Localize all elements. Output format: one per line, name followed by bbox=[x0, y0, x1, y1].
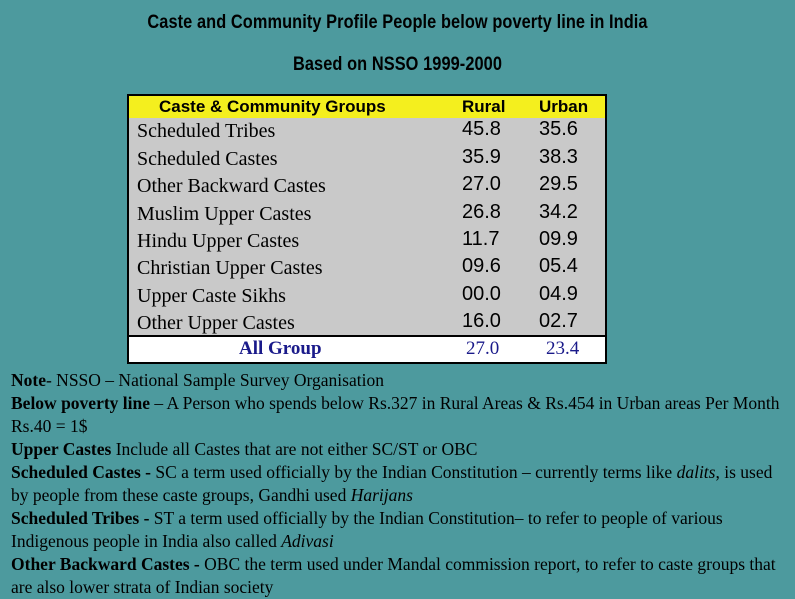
table-row: Other Backward Castes 27.0 29.5 bbox=[129, 173, 605, 200]
note-text: , is used by people from these caste gro… bbox=[11, 462, 773, 505]
table-row: Muslim Upper Castes 26.8 34.2 bbox=[129, 201, 605, 228]
note-text: – A Person who spends below Rs.327 in Ru… bbox=[11, 393, 780, 436]
row-urban: 09.9 bbox=[539, 228, 578, 250]
note-obc: Other Backward Castes - OBC the term use… bbox=[11, 553, 786, 599]
row-urban: 29.5 bbox=[539, 173, 578, 195]
note-text: OBC the term used under Mandal commissio… bbox=[11, 554, 776, 597]
table-row: Scheduled Tribes 45.8 35.6 bbox=[129, 118, 605, 145]
note-upper-castes: Upper Castes Include all Castes that are… bbox=[11, 438, 786, 461]
row-name: Scheduled Castes bbox=[137, 148, 278, 170]
table-row: Upper Caste Sikhs 00.0 04.9 bbox=[129, 283, 605, 310]
total-rural: 27.0 bbox=[466, 338, 500, 359]
header-rural: Rural bbox=[462, 97, 506, 116]
row-rural: 00.0 bbox=[462, 283, 501, 305]
row-urban: 05.4 bbox=[539, 255, 578, 277]
table-row: Other Upper Castes 16.0 02.7 bbox=[129, 310, 605, 337]
table-row: Christian Upper Castes 09.6 05.4 bbox=[129, 255, 605, 282]
table-row: Scheduled Castes 35.9 38.3 bbox=[129, 146, 605, 173]
row-name: Christian Upper Castes bbox=[137, 257, 323, 279]
note-italic: dalits bbox=[676, 462, 716, 482]
row-rural: 27.0 bbox=[462, 173, 501, 195]
note-italic: Adivasi bbox=[281, 531, 334, 551]
note-label: Below poverty line bbox=[11, 393, 151, 413]
row-name: Other Backward Castes bbox=[137, 175, 326, 197]
note-text: Include all Castes that are not either S… bbox=[111, 439, 478, 459]
row-rural: 26.8 bbox=[462, 201, 501, 223]
note-label: Other Backward Castes - bbox=[11, 554, 200, 574]
row-rural: 09.6 bbox=[462, 255, 501, 277]
row-urban: 35.6 bbox=[539, 118, 578, 140]
header-urban: Urban bbox=[539, 97, 589, 116]
row-name: Other Upper Castes bbox=[137, 312, 295, 334]
note-scheduled-castes: Scheduled Castes - SC a term used offici… bbox=[11, 461, 786, 507]
total-row: All Group 27.0 23.4 bbox=[129, 335, 605, 362]
table-header: Caste & Community Groups Rural Urban bbox=[129, 96, 605, 118]
total-urban: 23.4 bbox=[546, 338, 580, 359]
poverty-table: Caste & Community Groups Rural Urban Sch… bbox=[127, 94, 607, 364]
row-urban: 34.2 bbox=[539, 201, 578, 223]
note-label: Scheduled Castes - bbox=[11, 462, 152, 482]
row-urban: 04.9 bbox=[539, 283, 578, 305]
header-group: Caste & Community Groups bbox=[159, 97, 386, 116]
row-rural: 35.9 bbox=[462, 146, 501, 168]
page-title: Caste and Community Profile People below… bbox=[147, 12, 648, 33]
note-label: Scheduled Tribes - bbox=[11, 508, 150, 528]
note-italic: Harijans bbox=[350, 485, 413, 505]
row-name: Scheduled Tribes bbox=[137, 120, 276, 142]
row-rural: 16.0 bbox=[462, 310, 501, 332]
note-nsso: Note- NSSO – National Sample Survey Orga… bbox=[11, 369, 786, 392]
table-row: Hindu Upper Castes 11.7 09.9 bbox=[129, 228, 605, 255]
note-poverty-line: Below poverty line – A Person who spends… bbox=[11, 392, 786, 438]
note-text: SC a term used officially by the Indian … bbox=[151, 462, 677, 482]
notes-section: Note- NSSO – National Sample Survey Orga… bbox=[11, 369, 786, 599]
row-name: Muslim Upper Castes bbox=[137, 203, 312, 225]
row-name: Upper Caste Sikhs bbox=[137, 285, 286, 307]
row-rural: 45.8 bbox=[462, 118, 501, 140]
note-scheduled-tribes: Scheduled Tribes - ST a term used offici… bbox=[11, 507, 786, 553]
note-label: Note bbox=[11, 370, 46, 390]
row-urban: 02.7 bbox=[539, 310, 578, 332]
note-text: - NSSO – National Sample Survey Organisa… bbox=[45, 370, 384, 390]
note-label: Upper Castes bbox=[11, 439, 112, 459]
row-urban: 38.3 bbox=[539, 146, 578, 168]
page-subtitle: Based on NSSO 1999-2000 bbox=[292, 54, 503, 75]
total-name: All Group bbox=[239, 338, 322, 359]
row-name: Hindu Upper Castes bbox=[137, 230, 300, 252]
row-rural: 11.7 bbox=[462, 228, 500, 250]
note-text: ST a term used officially by the Indian … bbox=[11, 508, 723, 551]
